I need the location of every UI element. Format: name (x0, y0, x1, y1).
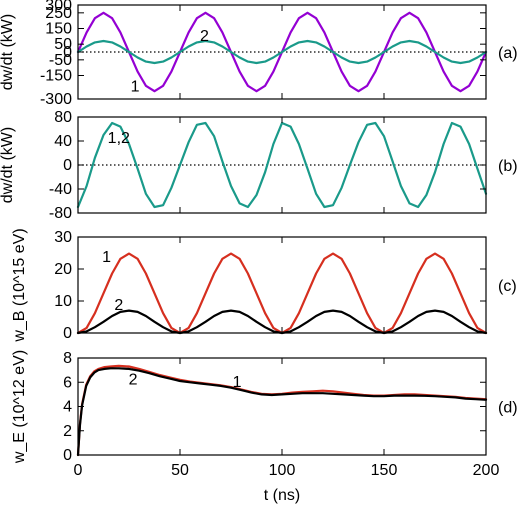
y-axis-label: dw/dt (kW) (0, 127, 16, 203)
panel-label: (d) (498, 400, 518, 417)
series-line-1 (76, 364, 488, 457)
y-tick-label: 30 (54, 229, 72, 246)
series-line-2 (76, 39, 488, 65)
series-line-1 (76, 252, 488, 335)
y-tick-label: 10 (54, 293, 72, 310)
curve-annotation: 1 (233, 374, 242, 391)
x-tick-label: 200 (473, 462, 500, 479)
y-tick-label: 0 (63, 447, 72, 464)
y-tick-label: -50 (49, 52, 72, 69)
plot-frame (77, 357, 487, 456)
y-tick-label: 0 (63, 157, 72, 174)
curve-annotation: 1 (102, 249, 111, 266)
y-tick-label: 0 (63, 44, 72, 61)
y-tick-label: -300 (40, 91, 72, 108)
y-tick-label: -40 (49, 181, 72, 198)
series-line-2 (76, 367, 488, 457)
y-tick-label: 8 (63, 350, 72, 367)
y-tick-label: 40 (54, 133, 72, 150)
x-tick-label: 50 (171, 462, 189, 479)
y-axis-label: w_B (10^15 eV) (11, 228, 28, 342)
panel-label: (b) (498, 158, 518, 175)
y-tick-label: -150 (40, 68, 72, 85)
y-tick-label: 2 (63, 423, 72, 440)
y-tick-label: -80 (49, 205, 72, 222)
curve-annotation: 1 (131, 79, 140, 96)
x-tick-label: 150 (371, 462, 398, 479)
panel-label: (a) (498, 45, 518, 62)
y-tick-label: 50 (54, 36, 72, 53)
y-tick-label: 4 (63, 399, 72, 416)
y-axis-label: w_E (10^12 eV) (11, 350, 28, 464)
x-tick-label: 100 (269, 462, 296, 479)
y-axis-label: dw/dt (kW) (0, 14, 16, 90)
y-tick-label: 80 (54, 109, 72, 126)
y-tick-label: 0 (63, 325, 72, 342)
plot-frame (77, 236, 487, 334)
y-tick-label: 6 (63, 374, 72, 391)
x-tick-label: 0 (74, 462, 83, 479)
panel-label: (c) (498, 278, 517, 295)
y-tick-label: 20 (54, 261, 72, 278)
curve-annotation: 1,2 (108, 130, 130, 147)
y-tick-label: 250 (45, 5, 72, 22)
curve-annotation: 2 (129, 372, 138, 389)
curve-annotation: 2 (114, 297, 123, 314)
y-tick-label: 150 (45, 21, 72, 38)
curve-annotation: 2 (200, 28, 209, 45)
x-axis-label: t (ns) (264, 487, 300, 504)
y-tick-label: 300 (45, 0, 72, 14)
